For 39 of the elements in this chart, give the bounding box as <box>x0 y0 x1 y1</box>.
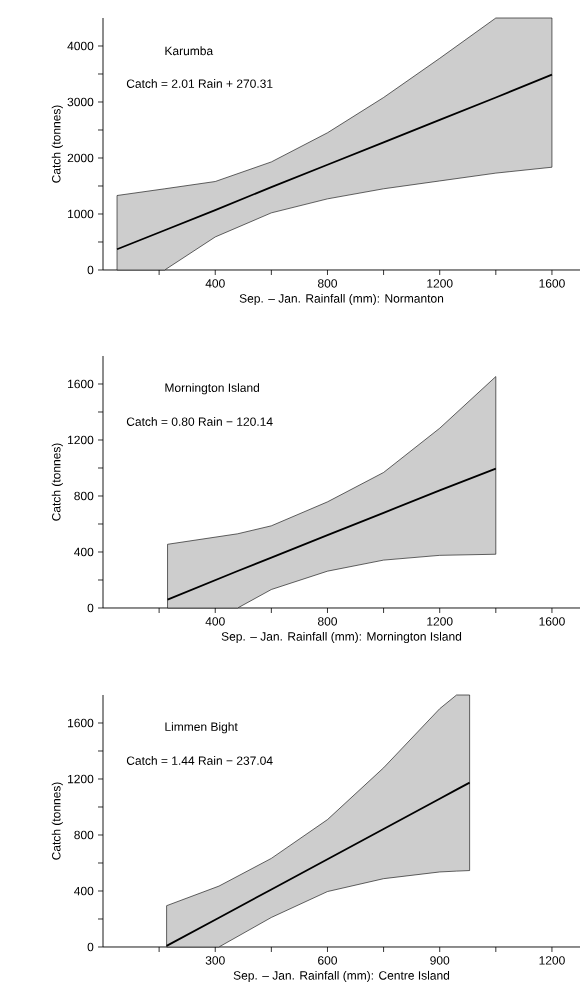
y-tick-label: 3000 <box>67 97 94 107</box>
y-tick-label: 0 <box>87 942 94 952</box>
x-tick-label: 1200 <box>427 279 453 288</box>
annotation: Catch = 1.44 Rain − 237.04 <box>126 756 273 765</box>
y-tick-label: 4000 <box>67 41 94 51</box>
y-axis-title: Catch (tonnes) <box>51 443 63 521</box>
y-axis-title: Catch (tonnes) <box>51 782 63 860</box>
annotation: Catch = 0.80 Rain − 120.14 <box>126 417 273 426</box>
y-tick-label: 0 <box>87 603 94 613</box>
x-axis-title: Sep. – Jan. Rainfall (mm): Centre Island <box>233 970 450 983</box>
y-tick-label: 400 <box>74 886 94 896</box>
y-tick-label: 1600 <box>68 379 94 389</box>
x-tick-label: 800 <box>317 279 338 288</box>
x-tick-label: 800 <box>317 617 338 626</box>
x-tick-label: 1600 <box>539 617 565 626</box>
x-tick-label: 900 <box>430 956 450 965</box>
x-tick-label: 400 <box>205 617 225 626</box>
annotation: Catch = 2.01 Rain + 270.31 <box>126 79 273 88</box>
y-tick-label: 2000 <box>67 153 94 163</box>
x-tick-label: 1200 <box>427 617 453 626</box>
x-tick-label: 300 <box>205 956 225 965</box>
y-tick-label: 800 <box>74 491 94 501</box>
x-tick-label: 600 <box>318 956 338 965</box>
y-tick-label: 1000 <box>68 209 94 219</box>
x-axis-title: Sep. – Jan. Rainfall (mm): Mornington Island <box>221 631 462 644</box>
x-axis-title: Sep. – Jan. Rainfall (mm): Normanton <box>239 293 444 306</box>
y-tick-label: 0 <box>87 265 94 275</box>
text: Karumba <box>165 46 214 56</box>
x-tick-label: 1600 <box>539 279 565 288</box>
y-tick-label: 1600 <box>68 718 94 728</box>
y-axis-title: Catch (tonnes) <box>51 105 63 183</box>
y-tick-label: 1200 <box>68 774 94 784</box>
y-tick-label: 400 <box>74 547 94 557</box>
text: Mornington Island <box>165 383 260 395</box>
y-tick-label: 1200 <box>68 435 94 445</box>
x-tick-label: 1200 <box>539 956 565 965</box>
x-tick-label: 400 <box>205 279 225 288</box>
y-tick-label: 800 <box>74 830 94 840</box>
text: Limmen Bight <box>165 722 238 734</box>
